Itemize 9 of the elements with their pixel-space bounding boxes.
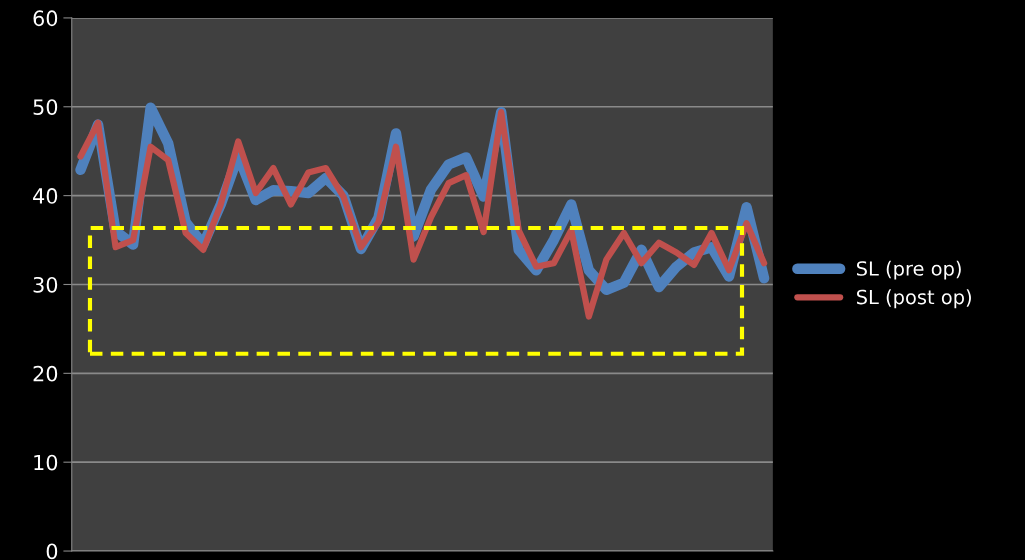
y-tick-label: 10 bbox=[34, 454, 58, 471]
y-tick-label: 20 bbox=[33, 365, 58, 382]
y-tick-label: 30 bbox=[33, 276, 58, 293]
legend-label: SL (pre op) bbox=[856, 260, 961, 280]
y-tick-label: 50 bbox=[33, 99, 58, 115]
y-tick-label: 60 bbox=[33, 10, 58, 27]
y-tick-label: 40 bbox=[33, 188, 58, 204]
legend-label: SL (post op) bbox=[856, 289, 971, 309]
y-tick-label: 0 bbox=[46, 543, 58, 560]
